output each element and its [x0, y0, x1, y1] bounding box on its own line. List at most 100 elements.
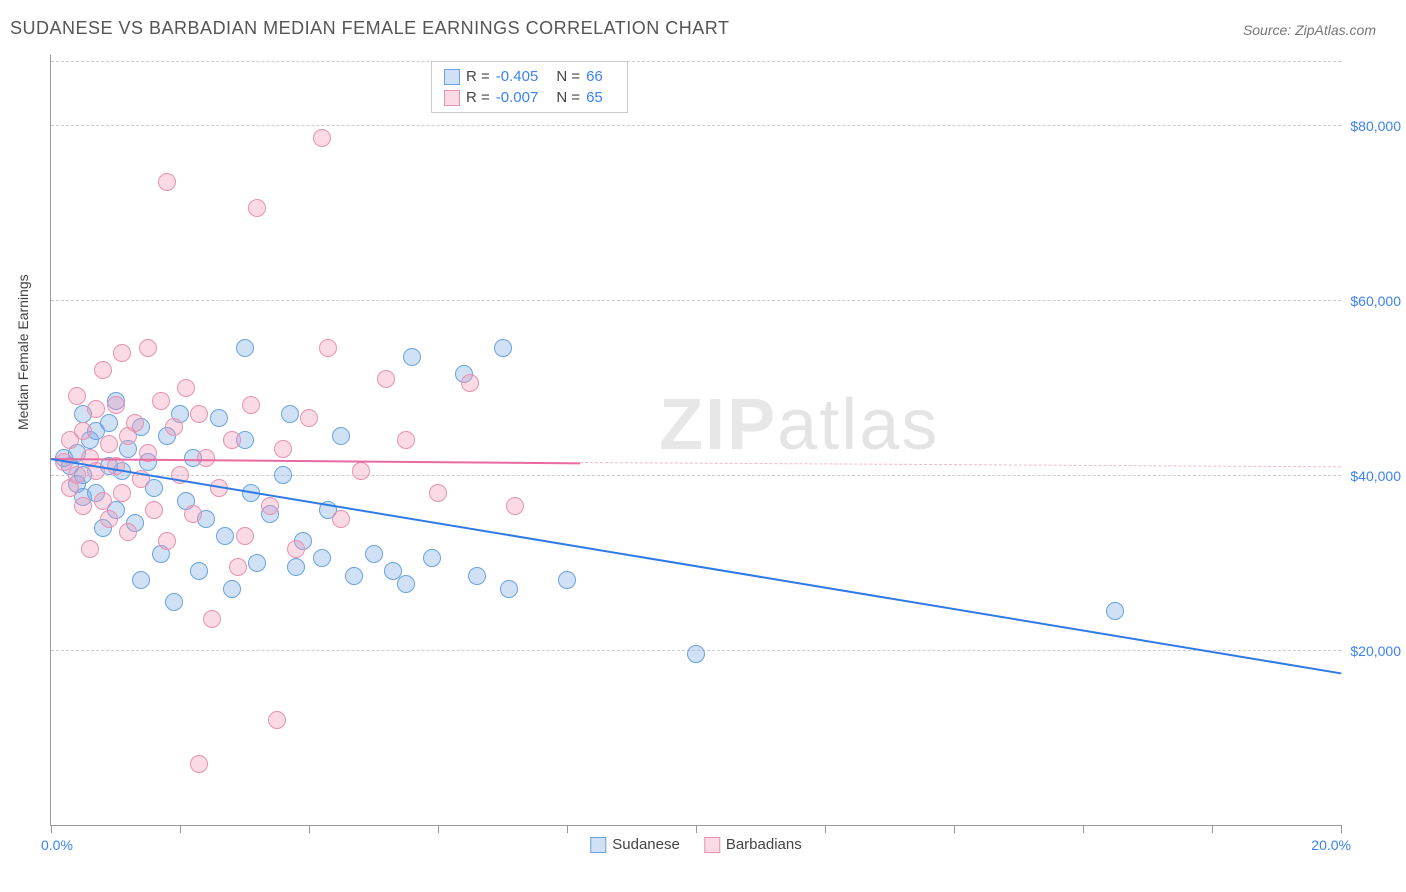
scatter-point	[274, 466, 292, 484]
y-tick-label: $80,000	[1350, 118, 1401, 134]
x-tick	[309, 825, 310, 833]
scatter-point	[119, 523, 137, 541]
scatter-point	[210, 409, 228, 427]
scatter-point	[345, 567, 363, 585]
scatter-point	[152, 392, 170, 410]
scatter-point	[261, 497, 279, 515]
scatter-point	[352, 462, 370, 480]
scatter-plot-area: ZIPatlas R =-0.405 N =66 R =-0.007 N =65…	[50, 55, 1341, 826]
scatter-point	[68, 387, 86, 405]
x-tick	[1083, 825, 1084, 833]
scatter-point	[216, 527, 234, 545]
scatter-point	[332, 510, 350, 528]
scatter-point	[94, 492, 112, 510]
scatter-point	[468, 567, 486, 585]
scatter-point	[461, 374, 479, 392]
scatter-point	[87, 400, 105, 418]
scatter-point	[236, 339, 254, 357]
scatter-point	[74, 422, 92, 440]
x-tick	[696, 825, 697, 833]
scatter-point	[300, 409, 318, 427]
scatter-point	[74, 497, 92, 515]
scatter-point	[94, 361, 112, 379]
scatter-point	[223, 580, 241, 598]
scatter-point	[126, 414, 144, 432]
gridline	[51, 61, 1341, 62]
x-tick	[180, 825, 181, 833]
scatter-point	[165, 593, 183, 611]
scatter-point	[139, 339, 157, 357]
scatter-point	[190, 562, 208, 580]
scatter-point	[365, 545, 383, 563]
x-tick	[51, 825, 52, 833]
scatter-point	[100, 510, 118, 528]
scatter-point	[687, 645, 705, 663]
scatter-point	[242, 396, 260, 414]
regression-line	[51, 458, 580, 464]
scatter-point	[190, 405, 208, 423]
scatter-point	[177, 379, 195, 397]
x-tick	[825, 825, 826, 833]
scatter-point	[313, 549, 331, 567]
watermark: ZIPatlas	[659, 384, 939, 466]
y-tick-label: $60,000	[1350, 293, 1401, 309]
scatter-point	[506, 497, 524, 515]
scatter-point	[377, 370, 395, 388]
scatter-point	[248, 199, 266, 217]
scatter-point	[68, 466, 86, 484]
x-axis-min-label: 0.0%	[41, 837, 73, 853]
scatter-point	[429, 484, 447, 502]
scatter-point	[423, 549, 441, 567]
scatter-point	[397, 575, 415, 593]
scatter-point	[100, 435, 118, 453]
scatter-point	[229, 558, 247, 576]
scatter-point	[494, 339, 512, 357]
scatter-point	[107, 396, 125, 414]
scatter-point	[223, 431, 241, 449]
scatter-point	[403, 348, 421, 366]
x-tick	[438, 825, 439, 833]
gridline: $60,000	[51, 300, 1341, 301]
swatch-sudanese-icon	[590, 837, 606, 853]
x-tick	[1212, 825, 1213, 833]
scatter-point	[145, 501, 163, 519]
scatter-point	[190, 755, 208, 773]
scatter-point	[397, 431, 415, 449]
scatter-point	[184, 505, 202, 523]
scatter-point	[332, 427, 350, 445]
scatter-point	[500, 580, 518, 598]
scatter-point	[158, 532, 176, 550]
scatter-point	[158, 173, 176, 191]
x-axis-max-label: 20.0%	[1311, 837, 1351, 853]
scatter-point	[287, 540, 305, 558]
chart-title: SUDANESE VS BARBADIAN MEDIAN FEMALE EARN…	[10, 18, 729, 39]
gridline: $40,000	[51, 475, 1341, 476]
x-tick	[954, 825, 955, 833]
legend-item-sudanese: Sudanese	[590, 836, 680, 853]
legend-item-barbadians: Barbadians	[704, 836, 802, 853]
scatter-point	[281, 405, 299, 423]
scatter-point	[236, 527, 254, 545]
scatter-point	[1106, 602, 1124, 620]
x-tick	[567, 825, 568, 833]
scatter-point	[248, 554, 266, 572]
scatter-point	[81, 540, 99, 558]
scatter-point	[113, 484, 131, 502]
source-attribution: Source: ZipAtlas.com	[1243, 22, 1376, 38]
y-tick-label: $20,000	[1350, 643, 1401, 659]
scatter-point	[197, 449, 215, 467]
scatter-point	[100, 414, 118, 432]
swatch-sudanese-icon	[444, 69, 460, 85]
scatter-point	[165, 418, 183, 436]
stats-row-barbadians: R =-0.007 N =65	[444, 87, 615, 108]
x-tick	[1341, 825, 1342, 833]
scatter-point	[287, 558, 305, 576]
y-axis-title: Median Female Earnings	[15, 274, 31, 430]
gridline: $80,000	[51, 125, 1341, 126]
swatch-barbadians-icon	[704, 837, 720, 853]
scatter-point	[268, 711, 286, 729]
correlation-stats-box: R =-0.405 N =66 R =-0.007 N =65	[431, 61, 628, 113]
scatter-point	[558, 571, 576, 589]
regression-line-extrapolated	[580, 462, 1341, 467]
scatter-point	[203, 610, 221, 628]
